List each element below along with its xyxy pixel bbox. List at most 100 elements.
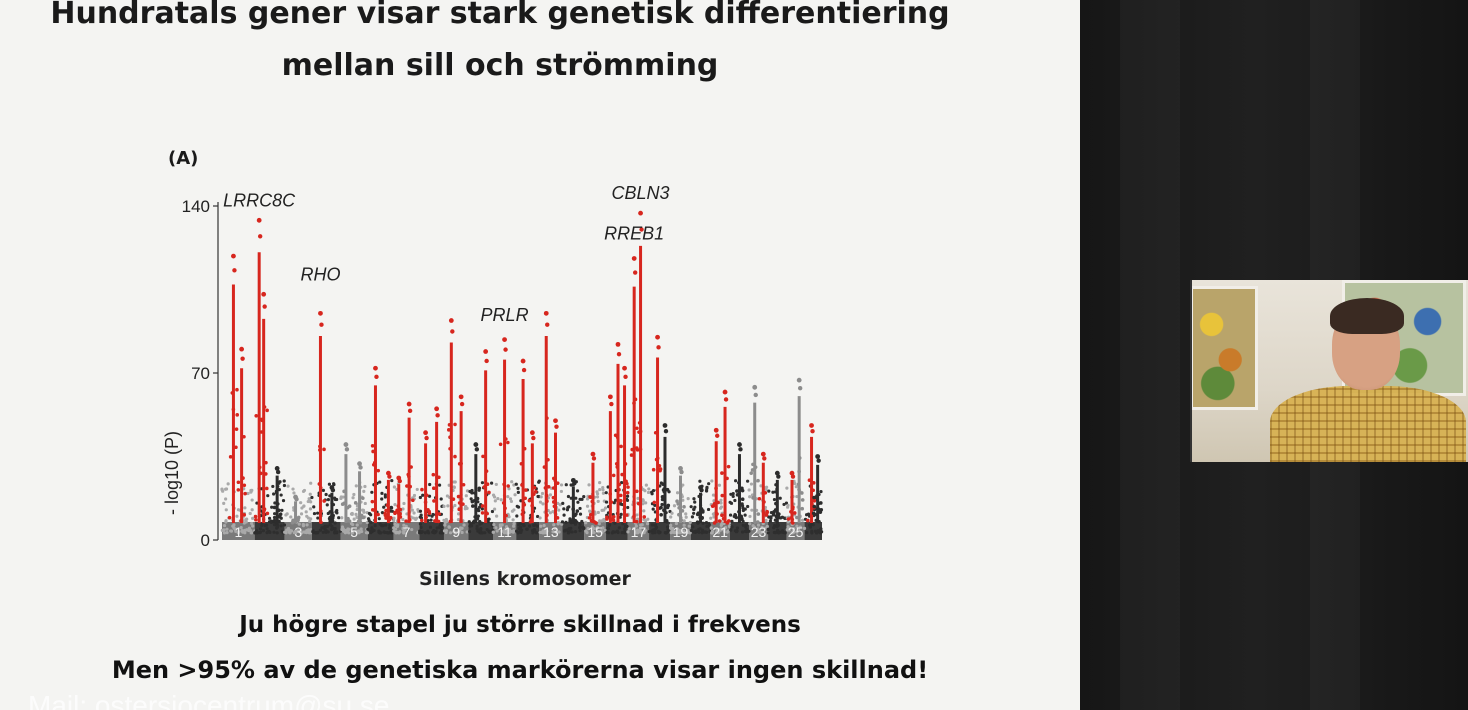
background-point (642, 518, 646, 522)
background-point (537, 480, 541, 484)
background-point (302, 504, 306, 508)
peak-point (726, 519, 731, 523)
peak-point (294, 497, 299, 502)
peak-point (358, 465, 363, 470)
background-point (783, 531, 787, 535)
peak-point (616, 351, 622, 357)
background-point (513, 493, 517, 497)
background-point (316, 516, 320, 520)
background-point (726, 529, 730, 533)
background-point (776, 528, 780, 532)
peak-point (458, 394, 464, 400)
background-point (542, 530, 546, 534)
peak-point (814, 495, 819, 500)
peak-point (652, 500, 657, 505)
background-point (626, 530, 630, 534)
background-point (705, 524, 709, 528)
peak-point (611, 514, 616, 519)
background-point (511, 530, 515, 534)
peak-point (470, 490, 474, 495)
peak-point (474, 447, 480, 452)
background-point (706, 507, 711, 512)
peak-point (642, 515, 647, 519)
background-point (456, 512, 461, 516)
background-point (729, 528, 733, 532)
peak-point (753, 392, 758, 398)
peak-point (622, 365, 627, 371)
peak-point (372, 460, 377, 465)
peak-point (551, 495, 556, 500)
background-point (505, 531, 509, 535)
background-point (598, 487, 602, 492)
background-point (691, 525, 695, 529)
background-point (619, 502, 623, 506)
peak-point (503, 347, 508, 352)
peak-point (699, 487, 704, 493)
background-point (766, 527, 770, 532)
background-point (566, 505, 570, 510)
peak-point (721, 516, 726, 521)
background-point (578, 512, 583, 516)
peak-point (241, 476, 245, 480)
background-point (404, 524, 408, 528)
background-point (603, 506, 608, 510)
peak-point (546, 457, 550, 462)
peak-point (277, 515, 282, 519)
background-point (305, 514, 309, 518)
background-point (544, 527, 548, 531)
background-point (769, 510, 774, 515)
background-point (585, 531, 589, 535)
background-point (556, 521, 561, 525)
peak-point (253, 514, 258, 519)
background-point (627, 527, 631, 531)
background-point (620, 531, 624, 535)
background-point (365, 520, 369, 525)
background-point (692, 530, 696, 534)
peak-point (277, 519, 281, 524)
peak-point (448, 318, 454, 323)
peak-point (446, 428, 451, 432)
background-point (444, 529, 448, 533)
background-point (483, 531, 487, 535)
peak-point (625, 490, 630, 495)
peak-point (800, 491, 804, 495)
peak-point (756, 520, 760, 524)
background-point (719, 498, 723, 502)
background-point (720, 527, 724, 531)
peak-point (662, 489, 667, 494)
peak-point (318, 310, 323, 316)
background-point (493, 499, 497, 503)
background-point (292, 491, 296, 495)
background-point (818, 530, 822, 535)
background-point (682, 523, 686, 527)
peak-point (675, 499, 679, 503)
background-point (557, 530, 561, 534)
background-point (516, 490, 520, 495)
background-point (592, 531, 596, 535)
peak-point (265, 408, 269, 413)
background-point (559, 483, 564, 487)
background-point (730, 525, 734, 529)
peak-point (240, 356, 245, 361)
peak-point (756, 478, 760, 483)
peak-point (393, 511, 397, 516)
peak-point (234, 427, 239, 431)
peak-point (431, 486, 436, 491)
peak-point (623, 462, 628, 466)
peak-point (520, 358, 526, 364)
background-point (623, 524, 628, 528)
background-point (327, 482, 332, 486)
background-point (807, 523, 812, 527)
background-point (744, 523, 748, 527)
background-point (585, 497, 590, 501)
peak-point (618, 498, 623, 503)
peak-point (715, 512, 719, 516)
background-point (367, 511, 372, 516)
background-point (354, 529, 358, 533)
peak-point (448, 519, 453, 524)
peak-point (662, 423, 668, 428)
background-point (494, 526, 498, 530)
peak-point (406, 401, 412, 407)
peak-point (521, 508, 525, 513)
peak-point (524, 488, 528, 492)
